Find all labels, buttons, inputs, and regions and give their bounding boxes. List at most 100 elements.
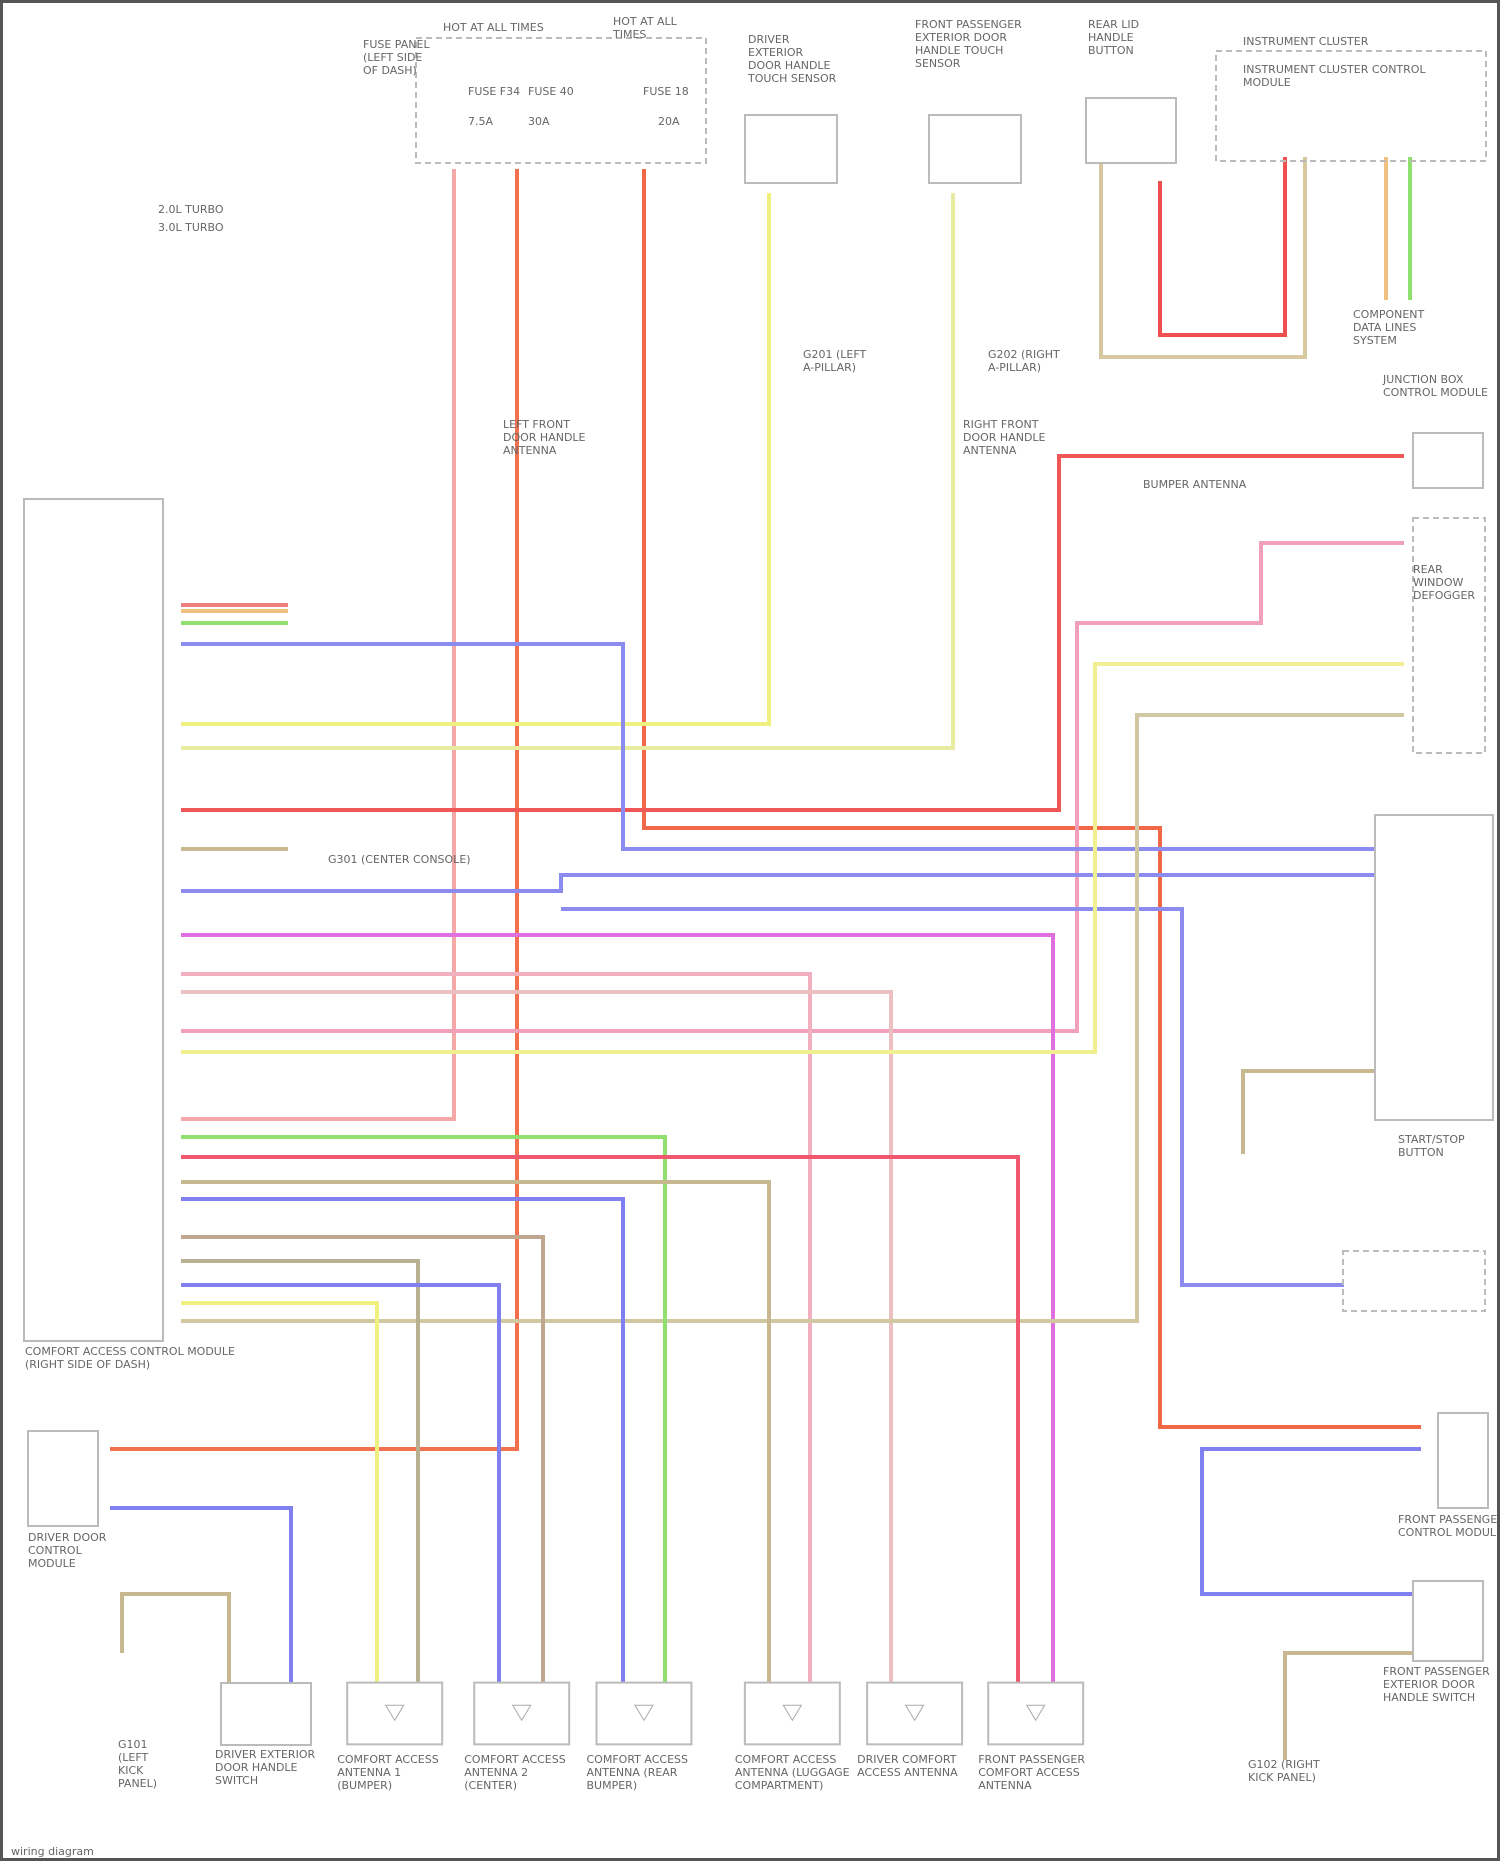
wire-17 bbox=[181, 1180, 771, 1689]
wire-10 bbox=[181, 933, 1055, 1689]
fuse-label: 30A bbox=[528, 115, 550, 128]
wire-6 bbox=[181, 541, 1404, 1033]
ground-label: G202 (RIGHT A-PILLAR) bbox=[988, 348, 1060, 374]
wire-8 bbox=[181, 873, 1404, 893]
comfort-module-label: COMFORT ACCESS CONTROL MODULE (RIGHT SIDE… bbox=[25, 1345, 235, 1371]
fuse-panel-box bbox=[415, 37, 707, 164]
wire-0 bbox=[181, 169, 456, 1121]
wire-11 bbox=[181, 972, 812, 1689]
fuse-label: 20A bbox=[658, 115, 680, 128]
instrument-cluster-label: INSTRUMENT CLUSTER bbox=[1243, 35, 1369, 48]
ground-label: G201 (LEFT A-PILLAR) bbox=[803, 348, 867, 374]
wire-13 bbox=[181, 662, 1404, 1054]
wire-1 bbox=[110, 169, 519, 1451]
wires bbox=[110, 134, 1421, 1760]
driver-door-switch-box bbox=[220, 1682, 312, 1746]
wire-16 bbox=[181, 1155, 1020, 1689]
driver-door-module-box bbox=[27, 1430, 99, 1527]
instrument-cluster-module-label: INSTRUMENT CLUSTER CONTROL MODULE bbox=[1243, 63, 1426, 89]
switch-module-box bbox=[1342, 1250, 1486, 1312]
antenna-icon bbox=[904, 1704, 925, 1722]
wire-14 bbox=[181, 713, 1404, 1323]
passenger-handle-sensor-box bbox=[928, 114, 1022, 184]
hot-label: HOT AT ALL TIMES bbox=[612, 15, 678, 41]
antenna-label: DRIVER COMFORT ACCESS ANTENNA bbox=[857, 1753, 958, 1779]
legend-item: 2.0L TURBO bbox=[158, 203, 224, 216]
wire-26 bbox=[1099, 134, 1307, 359]
wire-5 bbox=[181, 454, 1404, 812]
wire-15 bbox=[181, 1135, 667, 1689]
antenna-label: FRONT PASSENGER COMFORT ACCESS ANTENNA bbox=[978, 1753, 1085, 1792]
antenna-icon bbox=[782, 1704, 803, 1722]
wire-19 bbox=[181, 1235, 545, 1689]
wire-32 bbox=[120, 1592, 231, 1689]
hot-label: HOT AT ALL TIMES bbox=[443, 21, 544, 34]
antenna-box-1 bbox=[473, 1681, 571, 1746]
wire-2 bbox=[642, 169, 1421, 1429]
antenna-label: COMFORT ACCESS ANTENNA 2 (CENTER) bbox=[464, 1753, 565, 1792]
wire-29 bbox=[1200, 1447, 1421, 1596]
fuse-label: FUSE F34 bbox=[468, 85, 520, 98]
passenger-door-switch-label: FRONT PASSENGER EXTERIOR DOOR HANDLE SWITC… bbox=[1383, 1665, 1490, 1704]
fuse-panel-label: FUSE PANEL (LEFT SIDE OF DASH) bbox=[363, 38, 430, 77]
ground-label: G101 (LEFT KICK PANEL) bbox=[118, 1738, 157, 1790]
wire-18 bbox=[181, 1197, 625, 1689]
antenna-icon bbox=[1025, 1704, 1046, 1722]
rear-lid-sensor-label: REAR LID HANDLE BUTTON bbox=[1088, 18, 1139, 57]
comfort-access-module bbox=[23, 498, 164, 1342]
passenger-door-switch-box bbox=[1412, 1580, 1484, 1662]
antenna-label: COMFORT ACCESS ANTENNA 1 (BUMPER) bbox=[337, 1753, 438, 1792]
wire-9 bbox=[561, 907, 1344, 1287]
passenger-handle-sensor-label: FRONT PASSENGER EXTERIOR DOOR HANDLE TOUCH… bbox=[915, 18, 1022, 70]
bumper-antenna-label: BUMPER ANTENNA bbox=[1143, 478, 1247, 491]
door-handle-antenna-label: LEFT FRONT DOOR HANDLE ANTENNA bbox=[503, 418, 586, 457]
wire-25 bbox=[1158, 157, 1287, 337]
antenna-box-0 bbox=[346, 1681, 444, 1746]
can-bus-label: COMPONENT DATA LINES SYSTEM bbox=[1353, 308, 1425, 347]
antenna-box-2 bbox=[595, 1681, 693, 1746]
wire-31 bbox=[1241, 1069, 1380, 1154]
driver-door-module-label: DRIVER DOOR CONTROL MODULE bbox=[28, 1531, 107, 1570]
instrument-cluster-box bbox=[1215, 50, 1487, 162]
wire-12 bbox=[181, 990, 893, 1689]
legend-item: 3.0L TURBO bbox=[158, 221, 224, 234]
driver-handle-sensor-box bbox=[744, 114, 838, 184]
antenna-box-4 bbox=[866, 1681, 964, 1746]
antenna-boxes bbox=[346, 1681, 1085, 1746]
junction-box-label: JUNCTION BOX CONTROL MODULE bbox=[1382, 373, 1488, 399]
antenna-box-3 bbox=[743, 1681, 841, 1746]
driver-door-switch-label: DRIVER EXTERIOR DOOR HANDLE SWITCH bbox=[215, 1748, 315, 1787]
rear-lid-sensor-box bbox=[1085, 97, 1177, 164]
driver-handle-sensor-label: DRIVER EXTERIOR DOOR HANDLE TOUCH SENSOR bbox=[747, 33, 837, 85]
passenger-door-module-box bbox=[1437, 1412, 1489, 1509]
start-stop-label: START/STOP BUTTON bbox=[1398, 1133, 1465, 1159]
wire-3 bbox=[181, 193, 771, 726]
wire-22 bbox=[181, 1301, 379, 1689]
footer-label: wiring diagram bbox=[11, 1845, 94, 1858]
wire-30 bbox=[1283, 1651, 1421, 1760]
wire-21 bbox=[181, 1283, 501, 1689]
antenna-icon bbox=[384, 1704, 405, 1722]
wire-4 bbox=[181, 193, 955, 750]
wire-20 bbox=[181, 1259, 420, 1689]
door-handle-antenna-label: RIGHT FRONT DOOR HANDLE ANTENNA bbox=[963, 418, 1046, 457]
wire-7 bbox=[181, 642, 1404, 851]
diagram-canvas: 2.0L TURBO 3.0L TURBO FUSE PANEL (LEFT SIDE… bbox=[11, 15, 1500, 1858]
start-stop-box bbox=[1374, 814, 1494, 1121]
ground-label: G301 (CENTER CONSOLE) bbox=[328, 853, 471, 866]
ground-label: G102 (RIGHT KICK PANEL) bbox=[1248, 1758, 1320, 1784]
antenna-icon bbox=[511, 1704, 532, 1722]
junction-box bbox=[1412, 432, 1484, 489]
antenna-icon bbox=[634, 1704, 654, 1722]
fuse-label: FUSE 40 bbox=[528, 85, 574, 98]
wire-23 bbox=[110, 1506, 293, 1689]
defog-box bbox=[1412, 517, 1486, 754]
fuse-label: FUSE 18 bbox=[643, 85, 689, 98]
antenna-label: COMFORT ACCESS ANTENNA (REAR BUMPER) bbox=[587, 1753, 688, 1792]
antenna-box-5 bbox=[987, 1681, 1085, 1746]
fuse-label: 7.5A bbox=[468, 115, 493, 128]
defog-label: REAR WINDOW DEFOGGER bbox=[1413, 563, 1475, 602]
antenna-label: COMFORT ACCESS ANTENNA (LUGGAGE COMPARTMEN… bbox=[735, 1753, 850, 1792]
